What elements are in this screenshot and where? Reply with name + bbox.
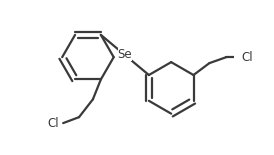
Text: Cl: Cl: [241, 51, 253, 64]
Text: Se: Se: [118, 49, 132, 61]
Text: Cl: Cl: [48, 117, 59, 130]
